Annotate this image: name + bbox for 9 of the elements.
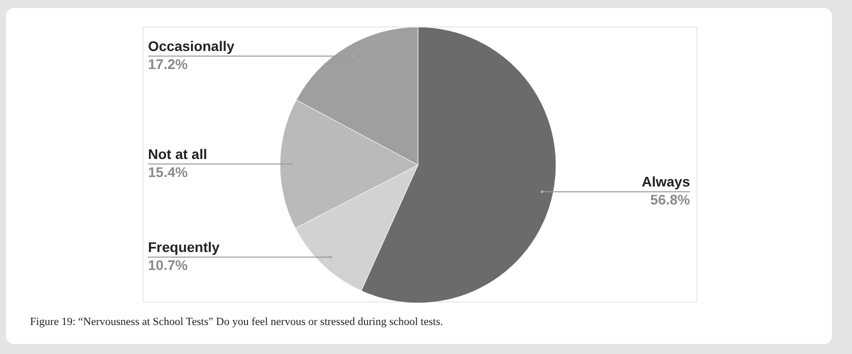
caption: Figure 19: “Nervousness at School Tests” Do you feel nervous or stressed during school tests. bbox=[30, 316, 444, 328]
data-label: 56.8% bbox=[650, 192, 691, 208]
slice-label: Not at all bbox=[148, 146, 208, 162]
slice-label: Always bbox=[642, 174, 690, 190]
slice-label: Occasionally bbox=[148, 38, 235, 54]
data-label: 10.7% bbox=[148, 257, 188, 274]
slice-label: Frequently bbox=[148, 239, 220, 256]
data-label: 17.2% bbox=[148, 56, 188, 72]
data-label: 15.4% bbox=[148, 164, 188, 180]
